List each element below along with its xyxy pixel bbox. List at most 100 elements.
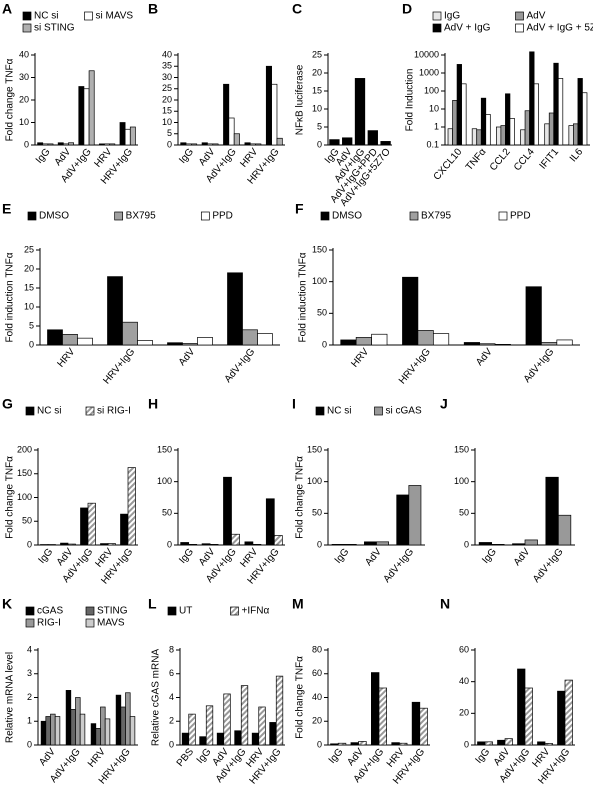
bar bbox=[42, 143, 49, 146]
y-tick-label: 2 bbox=[27, 692, 32, 702]
y-tick-label: 0 bbox=[27, 539, 32, 549]
bar bbox=[505, 93, 511, 146]
bar bbox=[223, 693, 231, 746]
legend-swatch bbox=[84, 11, 93, 21]
y-tick-label: 20 bbox=[459, 708, 469, 718]
x-tick-label: AdV+IgG bbox=[522, 346, 557, 385]
legend-label: cGAS bbox=[37, 606, 63, 617]
bar bbox=[577, 78, 583, 146]
y-tick-label: 25 bbox=[162, 83, 172, 93]
bar bbox=[249, 143, 256, 146]
y-axis-label: Relative cGAS mRNA bbox=[151, 649, 162, 747]
panel-label: D bbox=[402, 1, 412, 17]
bar bbox=[201, 142, 208, 146]
y-tick-label: 6 bbox=[169, 668, 174, 678]
y-tick-label: 35 bbox=[162, 61, 172, 71]
y-tick-label: 15 bbox=[162, 106, 172, 116]
x-tick-label: IFIT1 bbox=[538, 146, 562, 171]
legend-swatch bbox=[85, 406, 95, 416]
legend-label: NC si bbox=[37, 406, 61, 417]
x-tick-label: AdV bbox=[512, 546, 533, 568]
legend-label: si RIG-I bbox=[97, 406, 131, 417]
y-tick-label: 1 bbox=[27, 716, 32, 726]
bar bbox=[54, 716, 61, 746]
bar bbox=[212, 143, 219, 146]
y-tick-label: 0 bbox=[167, 139, 172, 149]
bar bbox=[234, 730, 242, 746]
x-tick-label: CCL2 bbox=[488, 146, 513, 173]
bar bbox=[497, 739, 506, 746]
y-tick-label: 100 bbox=[17, 492, 32, 502]
bar bbox=[191, 143, 198, 146]
legend-swatch bbox=[25, 406, 35, 416]
bar bbox=[399, 742, 408, 746]
bar bbox=[371, 333, 388, 346]
bar bbox=[129, 716, 136, 746]
bar bbox=[129, 126, 136, 146]
bar bbox=[380, 141, 391, 146]
x-tick-label: AdV+IgG bbox=[223, 346, 258, 385]
x-tick-label: AdV+IgG bbox=[381, 546, 416, 585]
bar bbox=[557, 78, 564, 146]
y-tick-label: 8 bbox=[169, 644, 174, 654]
bar bbox=[107, 543, 116, 546]
bar bbox=[417, 330, 434, 346]
y-tick-label: 80 bbox=[312, 644, 322, 654]
bar bbox=[358, 741, 367, 746]
bar bbox=[240, 685, 249, 746]
x-tick-label: IgG bbox=[195, 746, 214, 766]
bar bbox=[57, 142, 64, 146]
bar bbox=[70, 709, 76, 746]
bar bbox=[60, 542, 69, 546]
bar bbox=[78, 86, 85, 146]
y-tick-label: 0 bbox=[167, 539, 172, 549]
x-tick-label: AdV bbox=[474, 346, 495, 368]
bar bbox=[476, 129, 482, 146]
legend-label: BX795 bbox=[126, 211, 156, 222]
bar bbox=[271, 83, 278, 146]
x-tick-label: IgG bbox=[327, 746, 346, 766]
y-tick-label: 0.1 bbox=[426, 139, 439, 149]
bar bbox=[188, 544, 198, 546]
bar bbox=[524, 687, 533, 746]
y-tick-label: 20 bbox=[312, 716, 322, 726]
panel-label: I bbox=[292, 396, 296, 412]
bar bbox=[100, 706, 106, 746]
bar bbox=[87, 502, 96, 546]
bar bbox=[180, 142, 187, 146]
bar bbox=[207, 143, 214, 146]
bar bbox=[99, 143, 105, 146]
panel-label: L bbox=[148, 596, 157, 612]
bar bbox=[331, 544, 345, 546]
bar bbox=[529, 51, 535, 146]
y-tick-label: 100 bbox=[454, 476, 469, 486]
bar bbox=[367, 130, 378, 146]
legend-label: STING bbox=[97, 606, 128, 617]
legend-label: DMSO bbox=[39, 211, 69, 222]
legend-label: AdV + IgG + 5Z7O bbox=[527, 23, 593, 34]
bar bbox=[80, 507, 89, 546]
y-axis-label: Fold change TNFα bbox=[295, 656, 306, 739]
x-tick-label: HRV bbox=[55, 346, 77, 369]
legend-label: PPD bbox=[212, 211, 233, 222]
legend-swatch bbox=[22, 11, 32, 21]
bar bbox=[205, 705, 214, 746]
bar bbox=[223, 83, 230, 146]
y-tick-label: 40 bbox=[312, 692, 322, 702]
legend-swatch bbox=[200, 211, 210, 221]
y-tick-label: 150 bbox=[312, 244, 327, 254]
bar bbox=[573, 123, 579, 146]
panel-label: C bbox=[292, 1, 302, 17]
legend-label: MAVS bbox=[97, 618, 125, 629]
bar bbox=[484, 741, 493, 746]
bar bbox=[181, 732, 190, 746]
legend-swatch bbox=[25, 606, 35, 616]
x-tick-label: HRV bbox=[349, 346, 371, 369]
legend-swatch bbox=[85, 606, 95, 616]
bar bbox=[541, 342, 558, 346]
bar bbox=[350, 742, 359, 746]
bar bbox=[477, 741, 486, 746]
bar bbox=[199, 736, 207, 746]
y-tick-label: 200 bbox=[17, 444, 32, 454]
